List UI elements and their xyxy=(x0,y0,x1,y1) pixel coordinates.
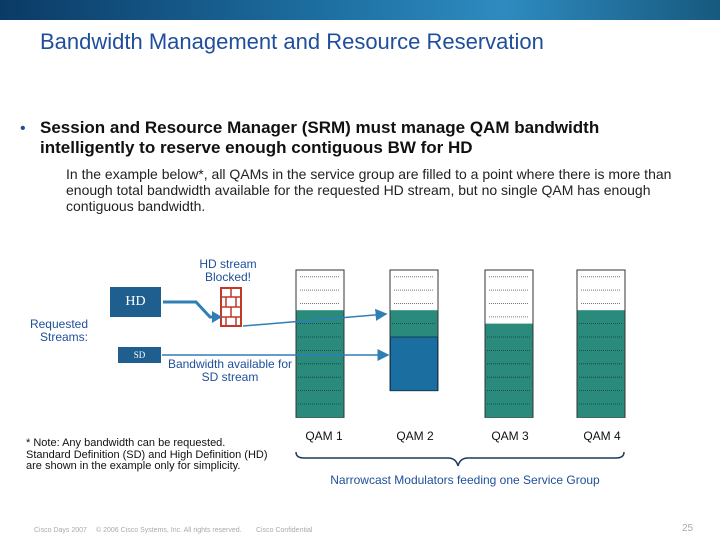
qam-3-label: QAM 3 xyxy=(491,429,529,443)
footnote: * Note: Any bandwidth can be requested. … xyxy=(26,437,268,472)
footer-event: Cisco Days 2007 xyxy=(34,527,87,534)
qam-1-label: QAM 1 xyxy=(305,429,343,443)
footer-confidential: Cisco Confidential xyxy=(256,527,313,534)
footer-copyright: © 2006 Cisco Systems, Inc. All rights re… xyxy=(96,527,242,534)
qam-2-label: QAM 2 xyxy=(396,429,434,443)
qam-columns xyxy=(295,269,626,418)
used-bandwidth xyxy=(485,323,533,418)
page-title: Bandwidth Management and Resource Reserv… xyxy=(40,29,544,54)
top-banner xyxy=(0,0,720,20)
requested-streams-label: Requested Streams: xyxy=(29,317,88,344)
service-group-label: Narrowcast Modulators feeding one Servic… xyxy=(330,473,600,487)
bullet-marker: • xyxy=(20,120,26,137)
sd-available-bandwidth xyxy=(390,336,438,392)
service-group-brace xyxy=(295,451,625,467)
hd-stream-arrow xyxy=(163,300,220,319)
sub-bullet-text: In the example below*, all QAMs in the s… xyxy=(66,166,672,214)
hd-arrow-head xyxy=(212,311,222,323)
bullet-text: Session and Resource Manager (SRM) must … xyxy=(40,118,600,157)
hd-stream-box: HD xyxy=(110,287,161,317)
hd-blocked-label: HD stream Blocked! xyxy=(199,257,257,284)
page-number: 25 xyxy=(682,523,694,534)
sd-available-label: Bandwidth available for SD stream xyxy=(167,357,293,384)
firewall-icon xyxy=(220,287,242,327)
sd-stream-box: SD xyxy=(118,347,161,363)
hd-bandwidth-arrow xyxy=(242,308,388,327)
qam-4-label: QAM 4 xyxy=(583,429,621,443)
